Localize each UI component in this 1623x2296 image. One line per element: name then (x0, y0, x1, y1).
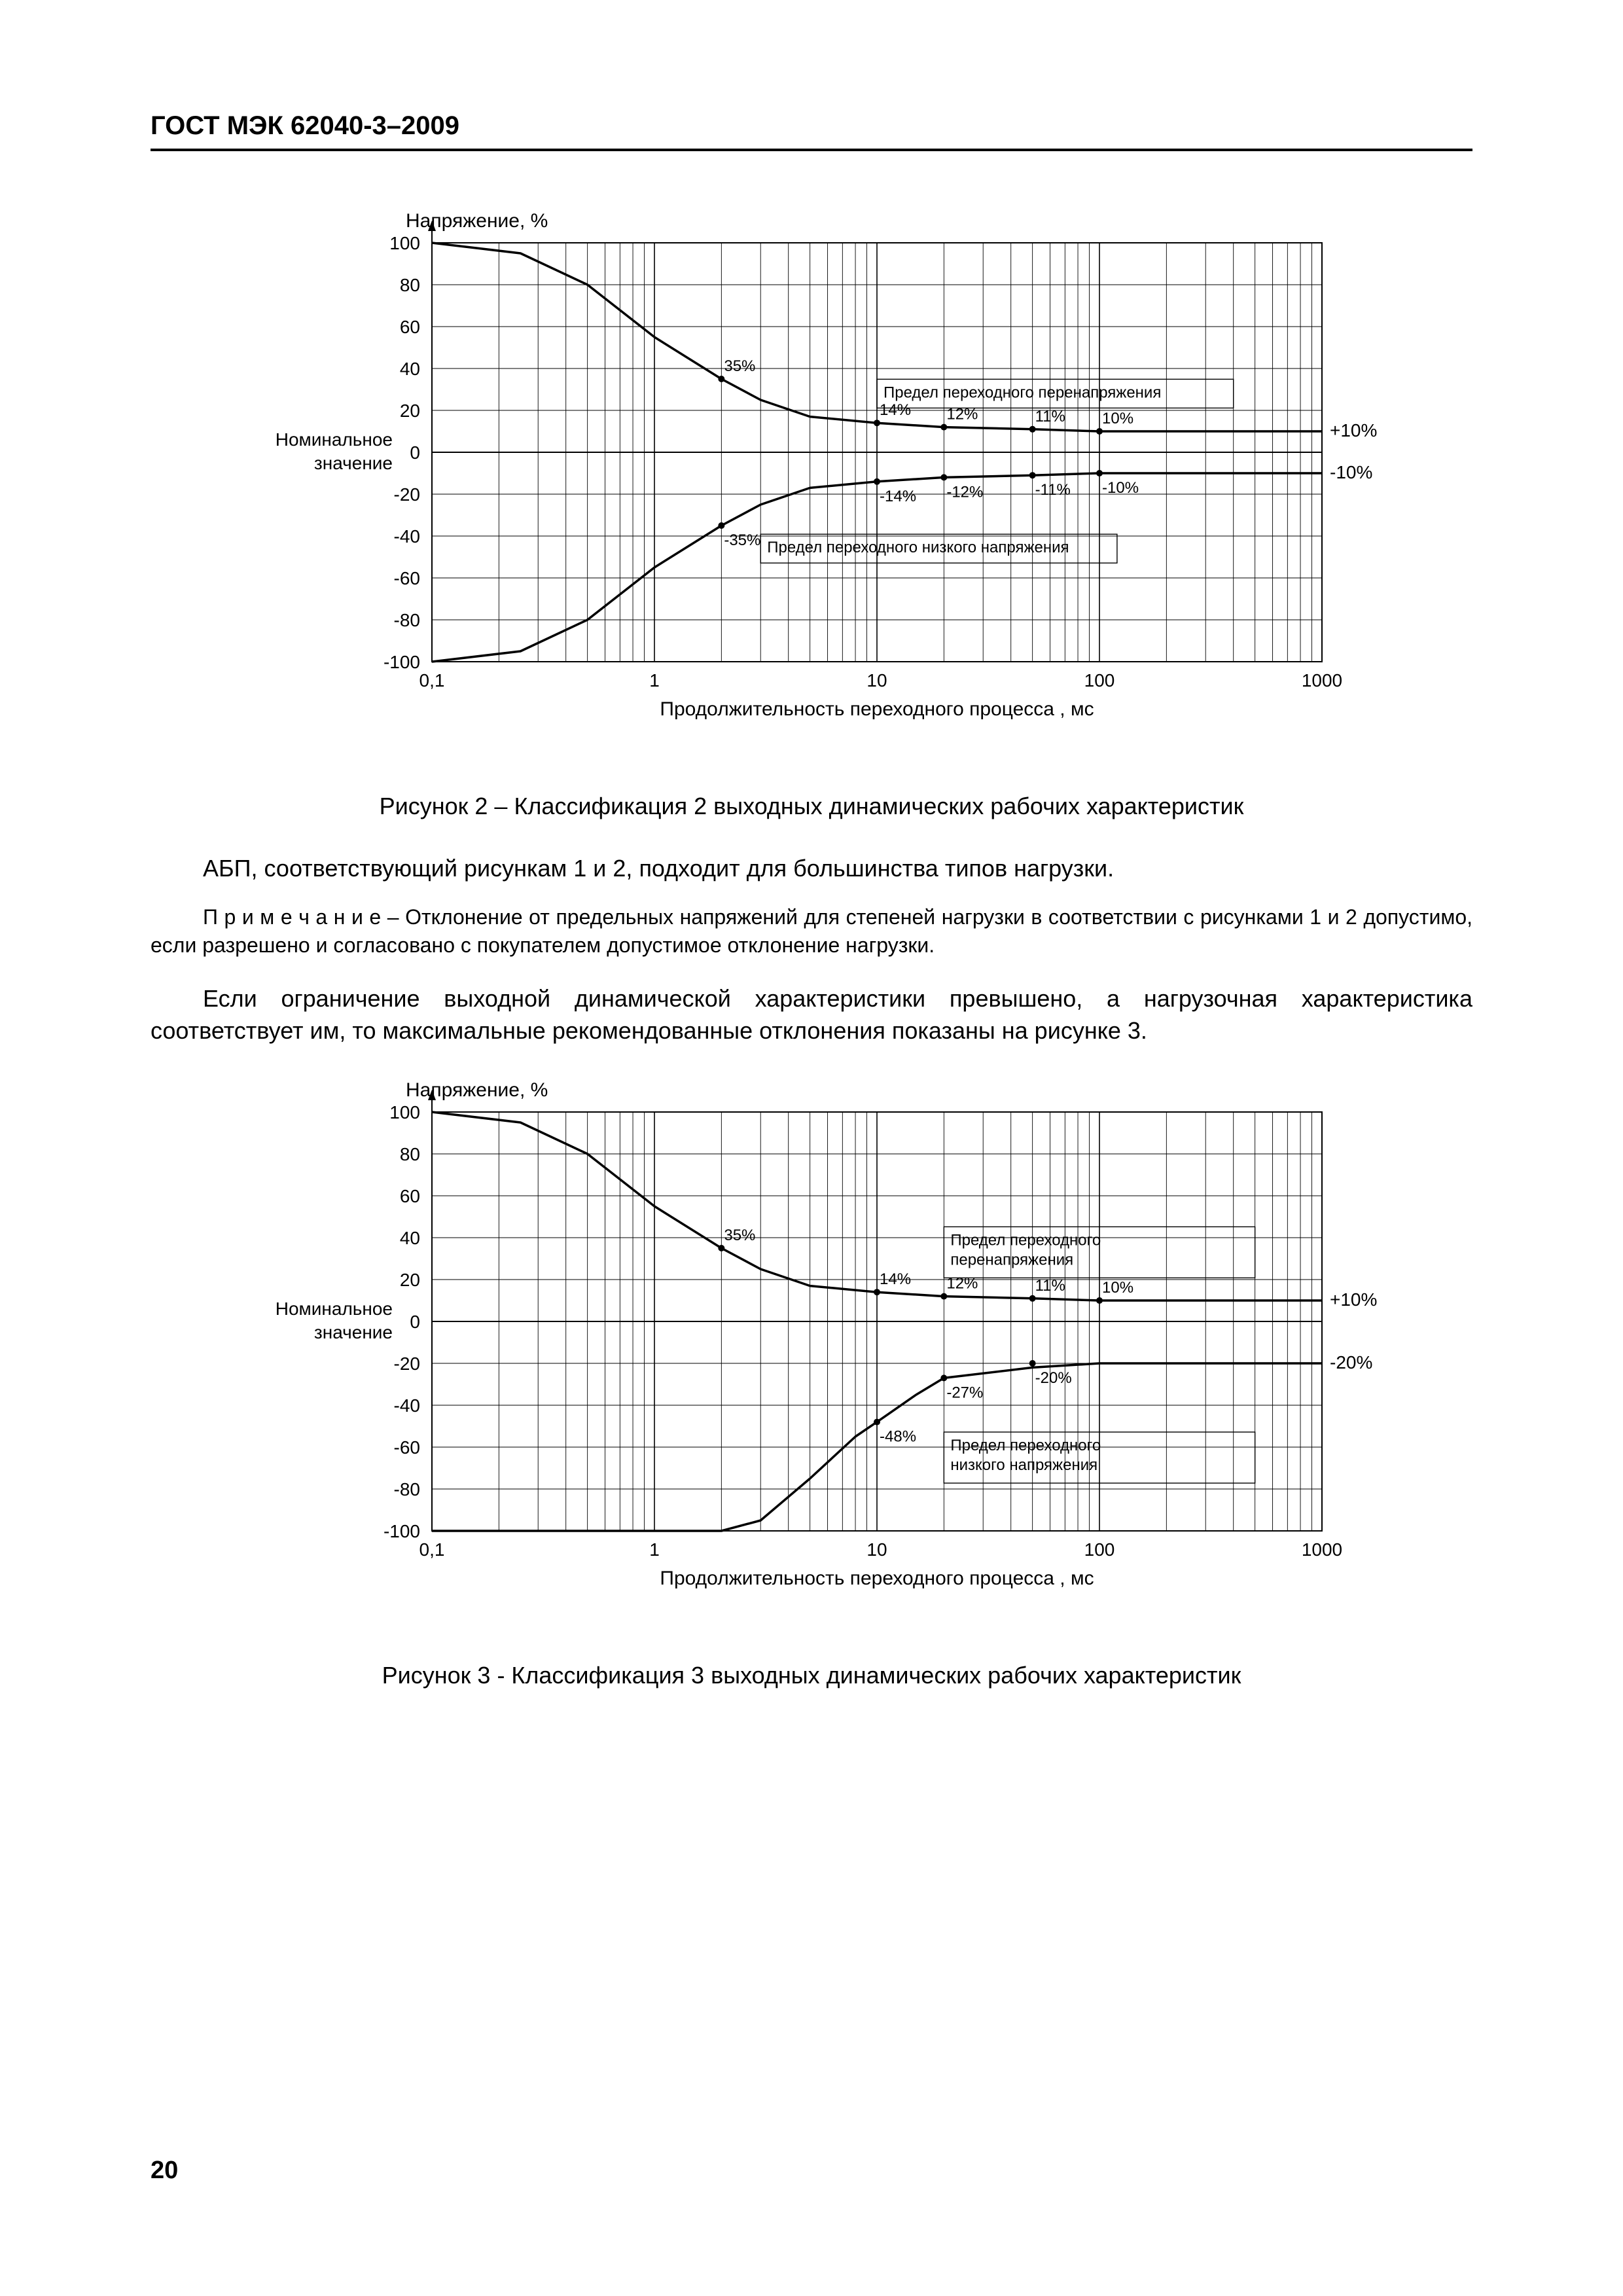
svg-text:60: 60 (400, 317, 420, 337)
svg-text:40: 40 (400, 359, 420, 379)
figure-2-caption: Рисунок 2 – Классификация 2 выходных дин… (151, 793, 1472, 820)
svg-text:0,1: 0,1 (419, 670, 445, 691)
svg-text:Номинальное: Номинальное (276, 1299, 393, 1319)
svg-text:-14%: -14% (880, 488, 916, 505)
svg-text:-60: -60 (394, 568, 420, 588)
svg-text:80: 80 (400, 1144, 420, 1164)
svg-text:100: 100 (389, 233, 420, 253)
svg-text:100: 100 (1084, 1539, 1115, 1560)
svg-text:11%: 11% (1035, 408, 1065, 425)
svg-text:-10%: -10% (1330, 462, 1372, 482)
svg-text:10: 10 (866, 1539, 887, 1560)
svg-text:60: 60 (400, 1186, 420, 1206)
svg-text:-11%: -11% (1035, 481, 1071, 499)
svg-text:-40: -40 (394, 1395, 420, 1416)
svg-text:низкого напряжения: низкого напряжения (950, 1456, 1097, 1474)
svg-text:Предел переходного: Предел переходного (950, 1437, 1101, 1454)
svg-text:+10%: +10% (1330, 1289, 1377, 1310)
svg-text:35%: 35% (724, 357, 755, 375)
svg-text:1: 1 (649, 1539, 660, 1560)
chart-2-svg: -100-80-60-40-20204060801000Номинальноез… (236, 190, 1387, 766)
svg-text:Напряжение, %: Напряжение, % (406, 210, 548, 232)
svg-text:-12%: -12% (946, 483, 983, 501)
svg-text:0,1: 0,1 (419, 1539, 445, 1560)
svg-text:Предел переходного: Предел переходного (950, 1232, 1101, 1249)
svg-text:Напряжение, %: Напряжение, % (406, 1079, 548, 1101)
figure-3: -100-80-60-40-20204060801000Номинальноез… (151, 1060, 1472, 1636)
svg-text:1000: 1000 (1302, 670, 1342, 691)
svg-text:14%: 14% (880, 1270, 911, 1288)
svg-text:-100: -100 (383, 652, 420, 672)
svg-text:значение: значение (314, 453, 393, 473)
svg-text:Продолжительность переходного: Продолжительность переходного процесса ,… (660, 1568, 1094, 1589)
svg-text:10%: 10% (1102, 1279, 1133, 1297)
svg-text:1: 1 (649, 670, 660, 691)
svg-text:Номинальное: Номинальное (276, 429, 393, 450)
svg-text:-20%: -20% (1035, 1369, 1072, 1387)
svg-text:80: 80 (400, 275, 420, 295)
svg-text:-60: -60 (394, 1437, 420, 1458)
svg-text:10: 10 (866, 670, 887, 691)
figure-3-caption: Рисунок 3 - Классификация 3 выходных дин… (151, 1662, 1472, 1689)
svg-text:-40: -40 (394, 526, 420, 547)
svg-text:-10%: -10% (1102, 479, 1139, 497)
svg-text:40: 40 (400, 1228, 420, 1248)
chart-3-svg: -100-80-60-40-20204060801000Номинальноез… (236, 1060, 1387, 1636)
svg-text:20: 20 (400, 401, 420, 421)
svg-text:+10%: +10% (1330, 420, 1377, 440)
svg-text:100: 100 (389, 1102, 420, 1122)
svg-text:0: 0 (410, 442, 420, 463)
svg-text:-80: -80 (394, 610, 420, 630)
svg-text:100: 100 (1084, 670, 1115, 691)
svg-text:35%: 35% (724, 1227, 755, 1244)
svg-text:-35%: -35% (724, 531, 760, 549)
svg-text:значение: значение (314, 1322, 393, 1342)
note-1: П р и м е ч а н и е – Отклонение от пред… (151, 903, 1472, 960)
svg-text:1000: 1000 (1302, 1539, 1342, 1560)
svg-text:20: 20 (400, 1270, 420, 1290)
paragraph-1: АБП, соответствующий рисункам 1 и 2, под… (151, 853, 1472, 885)
svg-text:-20: -20 (394, 1354, 420, 1374)
svg-text:-48%: -48% (880, 1428, 916, 1446)
svg-text:Продолжительность переходного: Продолжительность переходного процесса ,… (660, 698, 1094, 720)
svg-text:-20%: -20% (1330, 1352, 1372, 1372)
svg-text:-20: -20 (394, 484, 420, 505)
paragraph-2: Если ограничение выходной динамической х… (151, 983, 1472, 1047)
svg-text:0: 0 (410, 1312, 420, 1332)
svg-text:10%: 10% (1102, 410, 1133, 427)
svg-text:-80: -80 (394, 1479, 420, 1499)
svg-text:-27%: -27% (946, 1384, 983, 1402)
page-number: 20 (151, 2157, 178, 2185)
svg-text:Предел переходного низкого нап: Предел переходного низкого напряжения (767, 539, 1069, 556)
svg-text:Предел переходного перенапряже: Предел переходного перенапряжения (883, 384, 1161, 401)
svg-text:11%: 11% (1035, 1277, 1065, 1295)
doc-header: ГОСТ МЭК 62040-3–2009 (151, 111, 1472, 151)
svg-text:-100: -100 (383, 1521, 420, 1541)
svg-text:перенапряжения: перенапряжения (950, 1251, 1073, 1269)
figure-2: -100-80-60-40-20204060801000Номинальноез… (151, 190, 1472, 766)
